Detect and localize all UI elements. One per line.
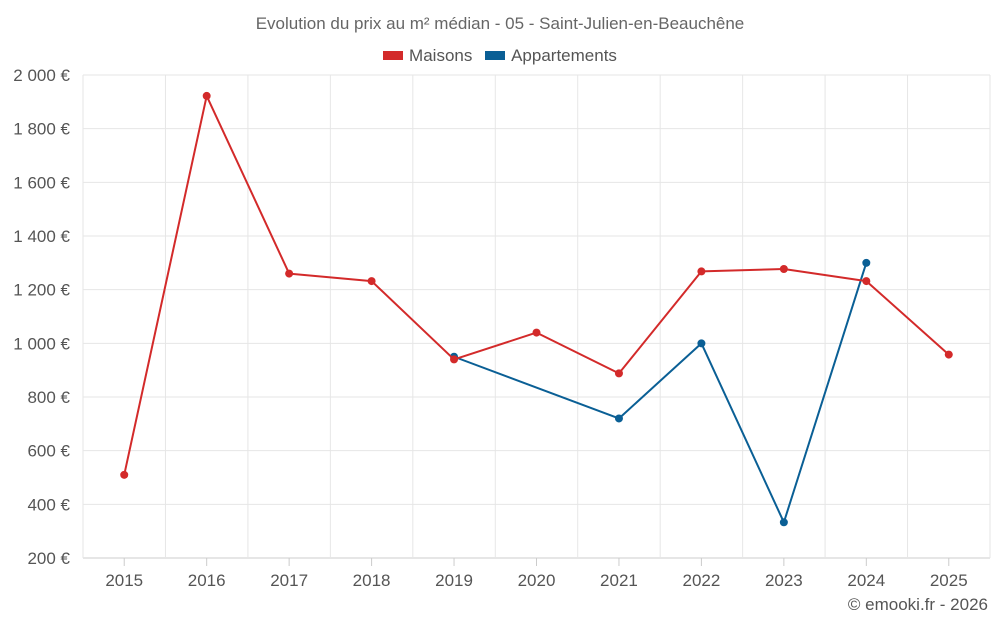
x-tick-label: 2023: [765, 571, 803, 590]
x-tick-label: 2015: [105, 571, 143, 590]
x-tick-label: 2018: [353, 571, 391, 590]
legend-item-maisons[interactable]: Maisons: [383, 46, 472, 66]
x-tick-label: 2017: [270, 571, 308, 590]
data-point-maisons: [450, 355, 459, 364]
x-tick-label: 2025: [930, 571, 968, 590]
data-point-maisons: [944, 350, 953, 359]
y-tick-label: 800 €: [27, 388, 70, 407]
x-tick-label: 2021: [600, 571, 638, 590]
legend-swatch-maisons: [383, 51, 404, 60]
x-tick-label: 2016: [188, 571, 226, 590]
y-tick-label: 1 600 €: [13, 173, 70, 192]
x-tick-label: 2022: [682, 571, 720, 590]
legend-label-maisons: Maisons: [409, 45, 473, 65]
data-point-appartements: [614, 414, 623, 423]
data-point-appartements: [779, 518, 788, 527]
data-point-maisons: [120, 470, 129, 479]
y-tick-label: 1 800 €: [13, 120, 70, 139]
y-tick-label: 1 400 €: [13, 227, 70, 246]
chart-title: Evolution du prix au m² médian - 05 - Sa…: [255, 14, 745, 33]
data-point-maisons: [202, 91, 211, 100]
y-tick-label: 400 €: [27, 495, 70, 514]
data-point-maisons: [862, 277, 871, 286]
x-tick-label: 2019: [435, 571, 473, 590]
x-tick-label: 2020: [518, 571, 556, 590]
y-tick-label: 1 000 €: [13, 334, 70, 353]
data-point-maisons: [367, 277, 376, 286]
y-tick-label: 1 200 €: [13, 281, 70, 300]
data-point-appartements: [862, 258, 871, 267]
data-point-appartements: [697, 339, 706, 348]
x-tick-label: 2024: [847, 571, 885, 590]
data-point-maisons: [285, 269, 294, 278]
data-point-maisons: [614, 369, 623, 378]
data-point-maisons: [779, 265, 788, 274]
legend: Maisons Appartements: [0, 45, 1000, 66]
y-tick-label: 600 €: [27, 442, 70, 461]
legend-swatch-appartements: [485, 51, 506, 60]
credit-text: © emooki.fr - 2026: [847, 595, 988, 614]
y-tick-label: 200 €: [27, 549, 70, 568]
y-tick-label: 2 000 €: [13, 66, 70, 85]
data-point-maisons: [697, 267, 706, 276]
legend-label-appartements: Appartements: [511, 45, 617, 65]
data-point-maisons: [532, 328, 541, 337]
legend-item-appartements[interactable]: Appartements: [485, 46, 617, 66]
